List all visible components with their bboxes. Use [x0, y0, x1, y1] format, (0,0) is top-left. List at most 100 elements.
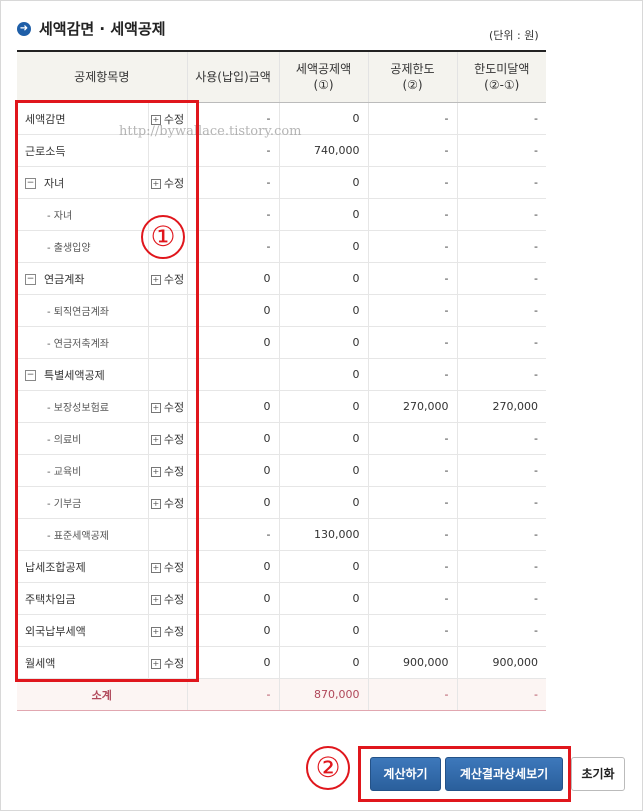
value-cell: 0 [278, 262, 369, 295]
value-cell: 270,000 [456, 390, 547, 423]
subtotal-value: - [367, 678, 458, 711]
table-row: 납세조합공제 + 수정 0 0- - [17, 550, 547, 583]
item-name: 근로소득 [17, 134, 148, 167]
edit-cell: + 수정 [147, 262, 188, 295]
edit-button[interactable]: + 수정 [150, 496, 185, 510]
subtotal-row: 소계 -870,000- - [17, 678, 547, 711]
value-cell: - [456, 230, 547, 263]
value-cell: 0 [278, 550, 369, 583]
edit-label: 수정 [163, 496, 185, 510]
tax-credit-table: 공제항목명 사용(납입)금액 세액공제액 (①) 공제한도 (②) 한도미달액 (②-①… [17, 50, 547, 711]
value-cell: 270,000 [367, 390, 458, 423]
edit-button[interactable]: + 수정 [150, 625, 184, 638]
highlight-box-2 [358, 746, 571, 802]
edit-button[interactable]: + 수정 [150, 593, 184, 606]
subtotal-label: 소계 [17, 678, 188, 711]
value-cell: 0 [278, 422, 369, 455]
section-title: ➜ 세액감면 · 세액공제 [17, 18, 166, 39]
value-cell: - [367, 166, 458, 199]
item-name: - 표준세액공제 [17, 518, 148, 551]
edit-label: 수정 [163, 112, 185, 126]
value-cell: 0 [186, 582, 280, 615]
table-row: - 교육비 + 수정 0 0- - [17, 454, 547, 487]
value-cell [186, 358, 280, 391]
value-cell: 0 [186, 294, 280, 327]
item-name-text: - 출생입양 [47, 243, 91, 254]
edit-cell: + 수정 [147, 102, 188, 135]
value-cell: 0 [186, 614, 280, 647]
item-name: 주택차입금 [17, 582, 148, 615]
item-name: - 출생입양 [17, 230, 148, 263]
plus-box-icon: + [150, 178, 161, 189]
value-cell: - [456, 294, 547, 327]
collapse-toggle-icon[interactable]: − [25, 370, 36, 381]
value-cell: 0 [186, 262, 280, 295]
value-cell: - [456, 518, 547, 551]
item-name-text: 납세조합공제 [25, 560, 86, 574]
value-cell: - [186, 230, 280, 263]
table-row: - 보장성보험료 + 수정 0 0 270,000 270,000 [17, 390, 547, 423]
item-name: − 자녀 [17, 166, 148, 199]
value-cell: - [186, 166, 280, 199]
value-cell: 0 [186, 422, 280, 455]
item-name: 납세조합공제 [17, 550, 148, 583]
collapse-toggle-icon[interactable]: − [25, 178, 36, 189]
collapse-toggle-icon[interactable]: − [25, 274, 36, 285]
item-name-text: - 표준세액공제 [47, 531, 109, 542]
edit-cell: + 수정 [147, 454, 188, 487]
value-cell: - [367, 358, 458, 391]
plus-box-icon: + [150, 626, 161, 637]
value-cell: - [456, 582, 547, 615]
plus-box-icon: + [150, 274, 161, 285]
edit-button[interactable]: + 수정 [150, 656, 185, 670]
value-cell: - [367, 550, 458, 583]
edit-button[interactable]: + 수정 [150, 400, 185, 414]
edit-label: 수정 [163, 400, 185, 414]
edit-button[interactable]: + 수정 [150, 433, 184, 446]
value-cell: 0 [186, 550, 280, 583]
reset-button[interactable]: 초기화 [571, 757, 625, 791]
column-header: 한도미달액 (②-①) [456, 50, 547, 103]
value-cell: - [456, 454, 547, 487]
value-cell: 0 [186, 390, 280, 423]
detail-result-button[interactable]: 계산결과상세보기 [445, 757, 563, 791]
value-cell: 0 [278, 454, 369, 487]
value-cell: 0 [186, 486, 280, 519]
item-name-text: 연금계좌 [44, 272, 85, 286]
value-cell: 0 [278, 326, 369, 359]
edit-label: 수정 [163, 656, 185, 670]
item-name-text: 세액감면 [25, 112, 66, 126]
edit-button[interactable]: + 수정 [150, 465, 184, 478]
edit-cell: + 수정 [147, 646, 188, 679]
value-cell: - [367, 454, 458, 487]
value-cell: 0 [278, 294, 369, 327]
value-cell: 130,000 [278, 518, 369, 551]
value-cell: - [367, 422, 458, 455]
edit-cell: + 수정 [147, 486, 188, 519]
edit-button[interactable]: + 수정 [150, 561, 184, 574]
table-row: 외국납부세액 + 수정 0 0- - [17, 614, 547, 647]
edit-cell [147, 358, 188, 391]
item-name-text: - 연금저축계좌 [47, 339, 109, 350]
value-cell: - [456, 486, 547, 519]
edit-button[interactable]: + 수정 [150, 177, 184, 190]
plus-box-icon: + [150, 114, 161, 125]
value-cell: - [367, 102, 458, 135]
annotation-2: ② [306, 746, 350, 790]
plus-box-icon: + [150, 498, 161, 509]
edit-cell [147, 134, 188, 167]
column-header: 공제항목명 [17, 50, 188, 103]
calculate-button[interactable]: 계산하기 [370, 757, 441, 791]
plus-box-icon: + [150, 466, 161, 477]
item-name-text: 주택차입금 [25, 592, 76, 606]
item-name: - 보장성보험료 [17, 390, 148, 423]
table-row: - 연금저축계좌 0 0- - [17, 326, 547, 359]
value-cell: - [367, 518, 458, 551]
edit-button[interactable]: + 수정 [150, 112, 185, 126]
value-cell: 0 [186, 326, 280, 359]
edit-cell: + 수정 [147, 166, 188, 199]
column-header: 공제한도 (②) [367, 50, 458, 103]
item-name-text: - 보장성보험료 [47, 403, 109, 414]
edit-button[interactable]: + 수정 [150, 273, 184, 286]
